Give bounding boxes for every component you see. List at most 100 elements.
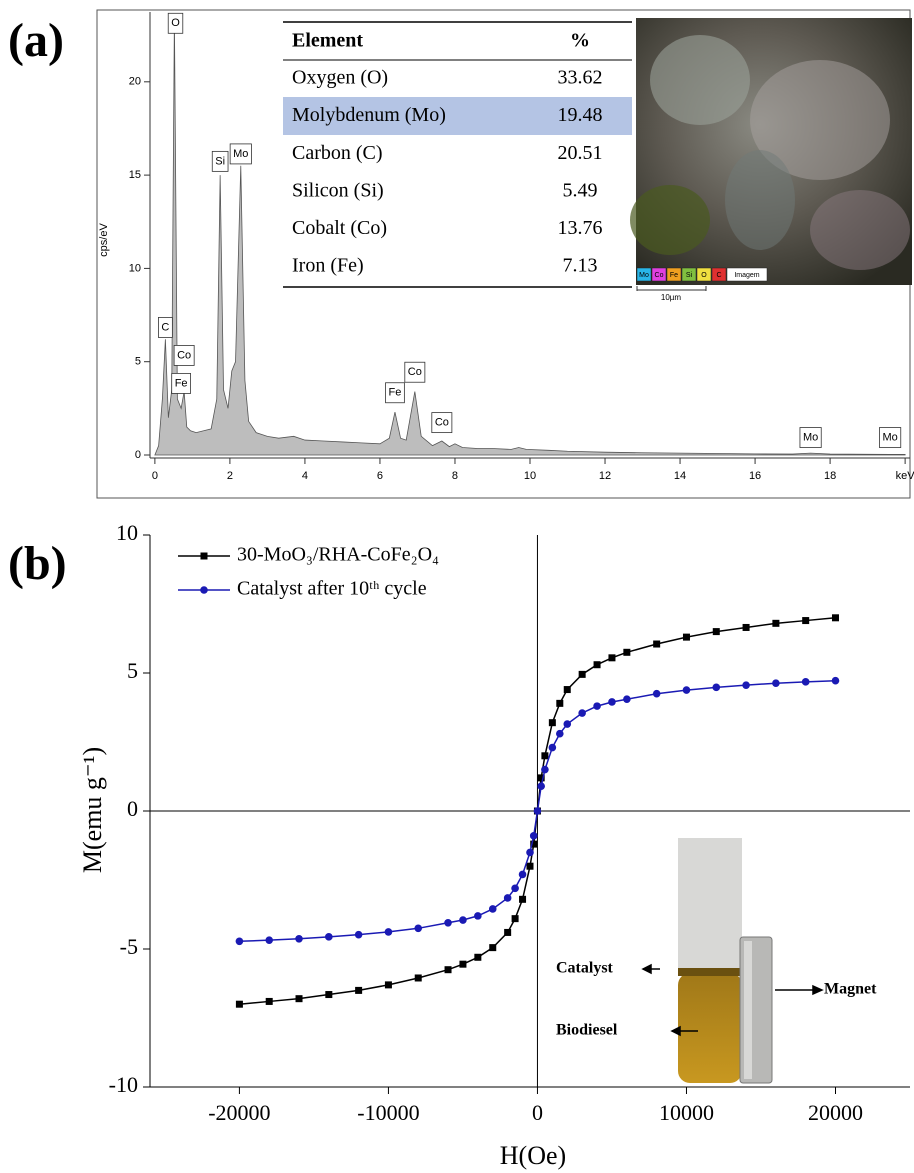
row-highlight [283,97,632,135]
marker [623,695,631,704]
x-tick-label: -10000 [357,1100,419,1125]
x-axis-label: H(Oe) [500,1141,566,1170]
table-header: Element [292,30,363,52]
marker [511,884,519,893]
marker [414,924,423,933]
x-tick-label: -20000 [208,1100,270,1125]
marker [537,774,545,782]
marker [712,628,720,636]
marker [537,782,545,790]
x-tick-label: 0 [152,470,158,482]
marker [802,617,810,625]
panel-label: (a) [8,14,64,67]
marker [652,689,661,698]
marker [529,832,538,840]
x-tick-label: 0 [532,1100,543,1125]
peak-label: Si [215,155,225,167]
x-tick-label: 6 [377,470,383,482]
marker [474,953,482,961]
legend-chip-label: Fe [670,272,678,279]
legend-chip [696,267,712,282]
legend-chip [726,267,768,282]
marker [556,729,564,738]
panel-label: (b) [8,537,67,590]
x-tick-label: 10 [524,470,536,482]
marker [384,981,392,989]
peak-label-box [879,427,902,448]
marker [578,709,586,717]
annotation-arrows [641,963,824,1037]
peak-label-box [211,150,229,172]
y-tick-label: 20 [129,76,141,88]
marker [541,765,549,774]
legend-chip-label: Co [655,272,664,279]
y-tick-label: 10 [129,262,141,274]
peak-label: Co [177,349,191,361]
x-tick-label: 14 [674,470,686,482]
marker [742,623,750,631]
marker [548,719,556,727]
marker [235,1000,243,1008]
marker [831,614,839,622]
marker [548,743,557,752]
x-tick-label: 10000 [659,1100,714,1125]
marker [355,986,363,994]
peak-label: Mo [882,431,897,443]
marker [526,862,534,870]
marker [235,937,244,946]
x-tick-label: 4 [302,470,308,482]
x-tick-label: 20000 [808,1100,863,1125]
legend-chip-label: Mo [639,272,649,279]
legend-chip-label: O [701,272,707,279]
marker [354,930,363,939]
y-tick-label: -10 [109,1072,138,1097]
table-header: % [570,30,590,52]
marker [489,944,497,952]
marker [518,870,527,879]
vial-photo [678,838,773,1084]
y-tick-label: 5 [135,356,141,368]
legend-chip [666,267,682,282]
y-axis-label: cps/eV [98,223,110,257]
marker [772,679,780,688]
y-axis-label: M(emu g⁻¹) [78,747,107,873]
x-tick-label: 18 [824,470,836,482]
marker [623,648,631,656]
marker [384,928,393,936]
marker [593,702,601,710]
marker [265,997,273,1005]
peak-label-box [158,317,173,338]
legend-chip [711,267,727,282]
marker [593,661,601,669]
x-tick-label: 2 [227,470,233,482]
table-cell: 20.51 [558,142,603,164]
marker [653,640,661,648]
y-tick-label: 10 [116,520,138,545]
marker [511,915,519,923]
peak-label-box [431,412,453,434]
marker [504,928,512,936]
annotation: Magnet [824,981,877,998]
peak-label-box [167,12,184,34]
marker [474,912,482,920]
marker [533,807,542,815]
peak-label: C [161,321,169,333]
marker [503,894,512,902]
table-cell: Oxygen (O) [292,67,388,89]
marker [265,936,274,944]
table-cell: 19.48 [558,104,603,126]
peak-label-box [173,345,195,366]
peak-label-box [229,143,252,165]
marker [459,916,467,924]
peak-label: Co [408,366,422,378]
table-cell: 5.49 [563,179,598,201]
marker [414,974,422,982]
y-tick-label: 5 [127,658,138,683]
marker [295,995,303,1003]
marker [563,720,572,728]
peak-label: Fe [175,377,188,389]
y-tick-label: 0 [135,449,141,461]
peak-label: O [171,17,180,29]
marker [831,676,840,685]
